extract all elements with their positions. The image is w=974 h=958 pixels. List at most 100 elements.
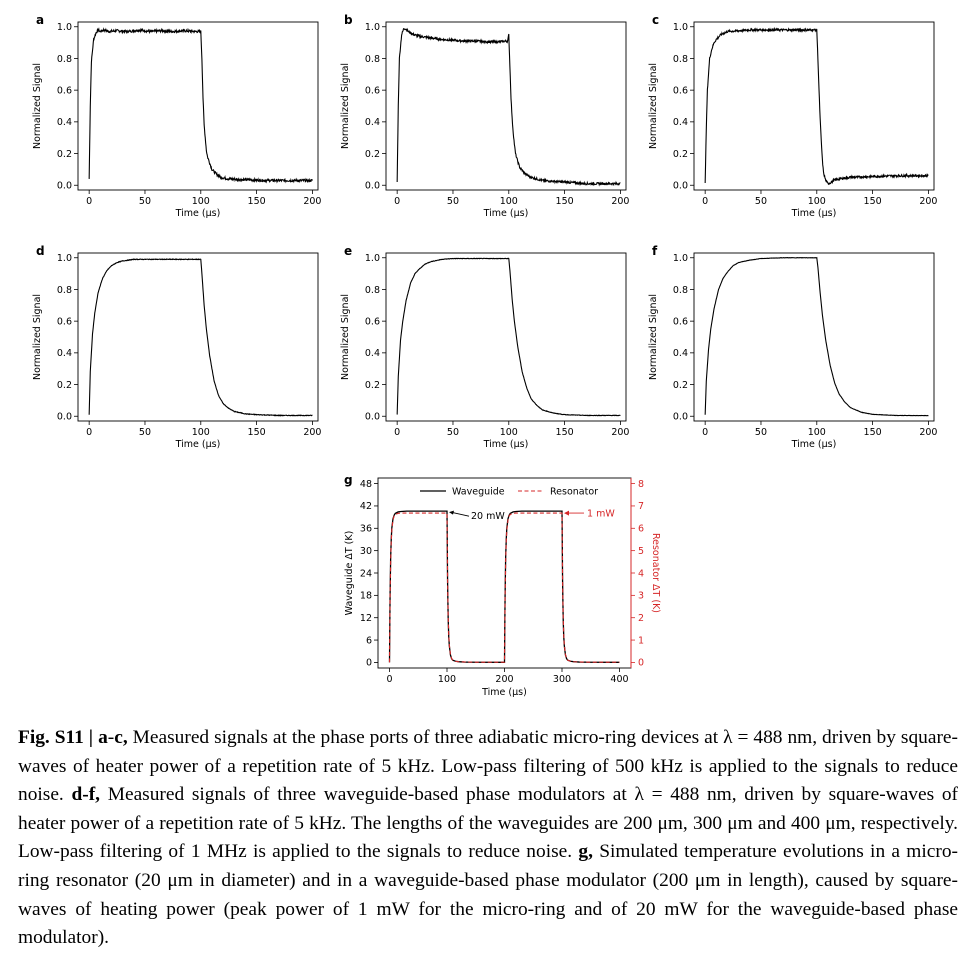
y-axis-label: Normalized Signal — [32, 63, 43, 149]
y-tick-label: 0.4 — [57, 117, 72, 128]
y2-tick-label: 5 — [638, 546, 644, 557]
panel-letter-c: c — [652, 13, 659, 27]
x-tick-label: 50 — [755, 427, 767, 438]
y-tick-label: 0.4 — [57, 348, 72, 359]
y-axis-label: Normalized Signal — [648, 294, 659, 380]
x-tick-label: 0 — [394, 427, 400, 438]
y-tick-label: 0.6 — [365, 316, 380, 327]
x-tick-label: 200 — [919, 196, 937, 207]
y-tick-label: 24 — [360, 568, 372, 579]
y-tick-label: 0 — [366, 658, 372, 669]
annotation-arrowhead-1mw — [564, 510, 569, 516]
plot-frame — [385, 252, 627, 422]
y-tick-label: 0.0 — [57, 181, 72, 192]
x-tick-label: 100 — [808, 196, 826, 207]
y-tick-label: 0.2 — [57, 149, 72, 160]
y2-tick-label: 1 — [638, 635, 644, 646]
x-tick-label: 100 — [808, 427, 826, 438]
x-tick-label: 150 — [248, 196, 266, 207]
x-tick-label: 200 — [611, 196, 629, 207]
x-tick-label: 50 — [755, 196, 767, 207]
x-tick-label: 0 — [702, 427, 708, 438]
x-tick-label: 400 — [610, 674, 628, 685]
legend-label-waveguide: Waveguide — [452, 486, 505, 497]
x-tick-label: 0 — [394, 196, 400, 207]
panel-letter-e: e — [344, 244, 352, 258]
x-tick-label: 100 — [500, 196, 518, 207]
x-axis-label: Time (μs) — [791, 208, 837, 219]
chart-panel-b: b 0 50 100 150 200 0.0 0.2 0.4 0.6 0.8 1.0 Time (μs)… — [340, 13, 629, 219]
y-tick-label: 0.0 — [57, 412, 72, 423]
y-tick-label: 0.2 — [57, 380, 72, 391]
x-tick-label: 50 — [447, 196, 459, 207]
x-tick-label: 200 — [919, 427, 937, 438]
x-axis-label: Time (μs) — [175, 439, 221, 450]
x-tick-label: 100 — [192, 196, 210, 207]
y2-tick-label: 2 — [638, 613, 644, 624]
x-axis-label: Time (μs) — [175, 208, 221, 219]
x-tick-label: 100 — [500, 427, 518, 438]
x-tick-label: 100 — [438, 674, 456, 685]
y-tick-label: 0.6 — [673, 316, 688, 327]
chart-panel-g: g0 100 200 300 4000612182430364248012345678T… — [344, 473, 661, 698]
panel-letter-d: d — [36, 244, 45, 258]
caption-dash: - — [107, 727, 115, 748]
chart-panel-f: f 0 50 100 150 200 0.0 0.2 0.4 0.6 0.8 1.0 Time (μs)… — [648, 244, 937, 450]
caption-panel-a: a — [98, 727, 108, 748]
x-tick-label: 200 — [303, 196, 321, 207]
caption-text-df: Measured signals of three waveguide-base… — [18, 784, 958, 863]
caption-panel-df: d-f, — [71, 784, 101, 806]
y-axis-label: Normalized Signal — [648, 63, 659, 149]
y2-tick-label: 6 — [638, 524, 644, 535]
y-tick-label: 30 — [360, 546, 372, 557]
y-tick-label: 1.0 — [673, 22, 688, 33]
y-tick-label: 12 — [360, 613, 372, 624]
y-tick-label: 0.0 — [365, 412, 380, 423]
x-tick-label: 200 — [303, 427, 321, 438]
x-tick-label: 50 — [139, 427, 151, 438]
plot-frame — [77, 252, 319, 422]
y-tick-label: 0.0 — [673, 412, 688, 423]
x-tick-label: 0 — [386, 674, 392, 685]
y-tick-label: 0.4 — [673, 348, 688, 359]
y2-tick-label: 8 — [638, 479, 644, 490]
plot-frame — [385, 21, 627, 191]
signal-line-f — [704, 256, 929, 417]
x-axis-label: Time (μs) — [791, 439, 837, 450]
x-tick-label: 150 — [556, 196, 574, 207]
signal-line-b — [396, 27, 621, 187]
annotation-label-20mw: 20 mW — [471, 511, 505, 522]
signal-line-d — [88, 258, 313, 417]
y-tick-label: 0.2 — [673, 149, 688, 160]
y-tick-label: 0.4 — [365, 348, 380, 359]
plot-frame — [693, 21, 935, 191]
y-tick-label: 0.4 — [365, 117, 380, 128]
chart-panel-a: a 0 50 100 150 200 0.0 0.2 0.4 0.6 0.8 1.0 Time (μs)… — [32, 13, 321, 219]
panel-letter-g: g — [344, 473, 353, 487]
chart-panel-d: d 0 50 100 150 200 0.0 0.2 0.4 0.6 0.8 1.0 Time (μs)… — [32, 244, 321, 450]
y-tick-label: 0.2 — [365, 380, 380, 391]
x-axis-label: Time (μs) — [483, 208, 529, 219]
caption-label: Fig. S11 | — [18, 727, 94, 748]
x-tick-label: 50 — [447, 427, 459, 438]
x-tick-label: 150 — [248, 427, 266, 438]
y-tick-label: 0.4 — [673, 117, 688, 128]
y-axis-label: Normalized Signal — [340, 294, 351, 380]
caption-panel-g: g, — [578, 841, 593, 863]
y-tick-label: 0.8 — [365, 54, 380, 65]
y-tick-label: 0.0 — [365, 181, 380, 192]
y-tick-label: 0.2 — [365, 149, 380, 160]
y-tick-label: 0.0 — [673, 181, 688, 192]
x-tick-label: 150 — [864, 196, 882, 207]
x-axis-label: Time (μs) — [483, 439, 529, 450]
series-line-resonator — [388, 512, 620, 663]
legend: Waveguide Resonator — [420, 486, 598, 497]
x-tick-label: 150 — [864, 427, 882, 438]
annotation-arrowhead-20mw — [449, 510, 454, 515]
y-tick-label: 36 — [360, 524, 372, 535]
y-tick-label: 0.6 — [57, 85, 72, 96]
y-tick-label: 0.6 — [673, 85, 688, 96]
y-axis-label: Waveguide ΔT (K) — [344, 531, 355, 616]
y-tick-label: 18 — [360, 591, 372, 602]
